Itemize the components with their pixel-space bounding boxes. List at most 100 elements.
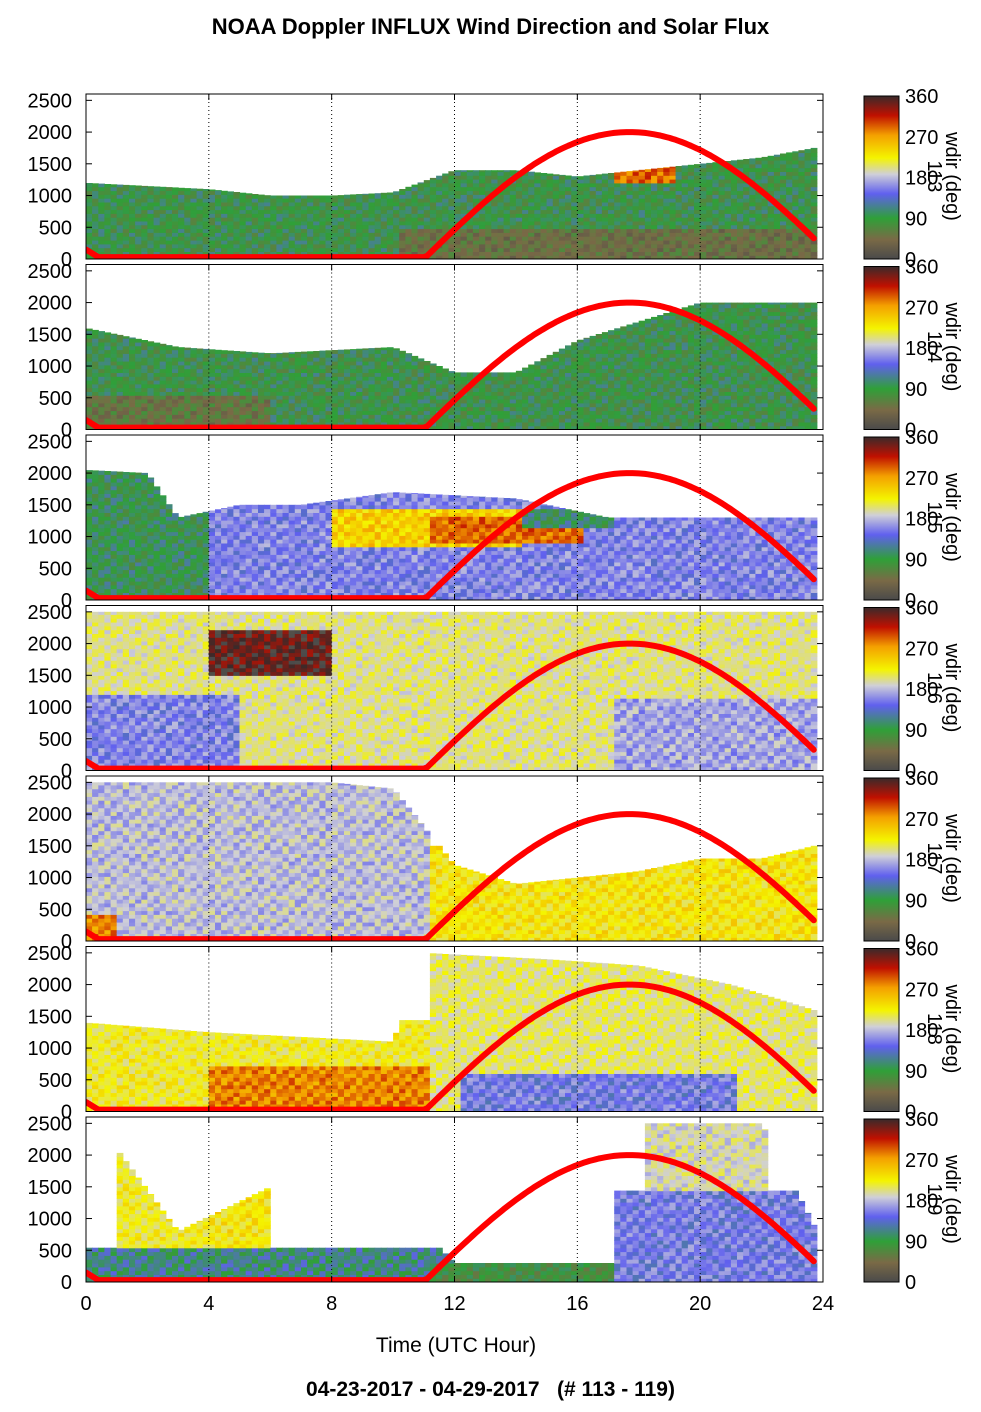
heatmap-cell	[700, 186, 707, 192]
heatmap-cell	[411, 232, 419, 237]
heatmap-cell	[804, 201, 812, 207]
heatmap-cell	[172, 243, 179, 249]
heatmap-cell	[657, 387, 664, 392]
heatmap-cell	[583, 410, 591, 415]
heatmap-cell	[393, 205, 400, 211]
heatmap-cell	[528, 395, 535, 400]
heatmap-cell	[509, 410, 517, 415]
heatmap-cell	[258, 251, 265, 256]
heatmap-cell	[632, 179, 640, 184]
heatmap-cell	[135, 418, 142, 423]
heatmap-cell	[245, 232, 253, 237]
heatmap-cell	[608, 334, 615, 339]
heatmap-cell	[258, 421, 265, 427]
heatmap-cell	[399, 387, 406, 392]
heatmap-cell	[509, 421, 517, 427]
heatmap-cell	[153, 224, 161, 230]
heatmap-cell	[319, 406, 327, 412]
heatmap-cell	[104, 406, 112, 412]
heatmap-cell	[810, 247, 818, 252]
heatmap-cell	[356, 349, 363, 354]
heatmap-cell	[196, 349, 204, 354]
heatmap-cell	[460, 410, 468, 415]
heatmap-cell	[780, 217, 787, 222]
heatmap-cell	[301, 220, 308, 226]
heatmap-cell	[712, 395, 720, 400]
heatmap-cell	[626, 353, 634, 358]
heatmap-cell	[153, 361, 161, 366]
heatmap-cell	[448, 194, 456, 199]
heatmap-cell	[215, 395, 222, 400]
heatmap-cell	[122, 395, 130, 400]
heatmap-cell	[331, 217, 339, 222]
heatmap-cell	[669, 399, 677, 404]
heatmap-cell	[583, 220, 591, 226]
heatmap-cell	[687, 205, 695, 211]
heatmap-cell	[159, 228, 167, 233]
heatmap-cell	[700, 425, 707, 430]
heatmap-cell	[374, 251, 382, 256]
heatmap-cell	[325, 201, 333, 207]
heatmap-cell	[239, 192, 247, 195]
heatmap-cell	[558, 194, 566, 199]
heatmap-cell	[675, 322, 683, 328]
heatmap-cell	[442, 220, 449, 226]
heatmap-cell	[479, 399, 486, 404]
heatmap-cell	[386, 251, 394, 256]
heatmap-cell	[479, 194, 486, 199]
heatmap-cell	[657, 391, 664, 396]
heatmap-cell	[497, 224, 505, 230]
heatmap-cell	[239, 236, 247, 241]
heatmap-cell	[239, 194, 247, 199]
heatmap-cell	[485, 224, 492, 230]
heatmap-cell	[669, 224, 677, 230]
heatmap-cell	[767, 240, 775, 245]
heatmap-cell	[442, 198, 449, 203]
heatmap-cell	[675, 376, 683, 381]
heatmap-cell	[595, 380, 603, 385]
heatmap-cell	[694, 224, 701, 230]
heatmap-cell	[804, 152, 812, 157]
heatmap-cell	[331, 213, 339, 218]
heatmap-cell	[368, 193, 376, 195]
heatmap-cell	[657, 240, 664, 245]
heatmap-cell	[571, 194, 578, 199]
heatmap-cell	[485, 376, 492, 381]
heatmap-cell	[479, 228, 486, 233]
heatmap-cell	[331, 251, 339, 256]
heatmap-cell	[104, 240, 112, 245]
heatmap-cell	[632, 387, 640, 392]
heatmap-cell	[528, 209, 535, 214]
heatmap-cell	[307, 364, 314, 370]
heatmap-cell	[466, 387, 474, 392]
heatmap-cell	[737, 159, 744, 161]
heatmap-cell	[577, 228, 584, 233]
heatmap-cell	[798, 167, 806, 172]
heatmap-cell	[380, 224, 388, 230]
heatmap-cell	[546, 247, 554, 252]
heatmap-cell	[571, 201, 578, 207]
heatmap-cell	[491, 402, 498, 408]
heatmap-cell	[122, 224, 130, 230]
heatmap-cell	[202, 410, 210, 415]
heatmap-cell	[245, 395, 253, 400]
heatmap-cell	[614, 399, 621, 404]
heatmap-cell	[651, 171, 658, 176]
heatmap-cell	[417, 368, 425, 373]
heatmap-cell	[208, 368, 216, 373]
heatmap-cell	[558, 353, 566, 358]
heatmap-cell	[724, 198, 732, 203]
heatmap-cell	[350, 198, 357, 203]
heatmap-cell	[687, 305, 695, 309]
heatmap-cell	[141, 368, 148, 373]
heatmap-cell	[798, 243, 806, 249]
heatmap-cell	[423, 213, 431, 218]
heatmap-cell	[110, 333, 118, 335]
heatmap-cell	[393, 368, 400, 373]
heatmap-cell	[313, 368, 320, 373]
heatmap-cell	[460, 255, 468, 259]
heatmap-cell	[522, 194, 529, 199]
heatmap-cell	[651, 319, 658, 324]
heatmap-cell	[773, 224, 781, 230]
heatmap-cell	[313, 364, 320, 370]
